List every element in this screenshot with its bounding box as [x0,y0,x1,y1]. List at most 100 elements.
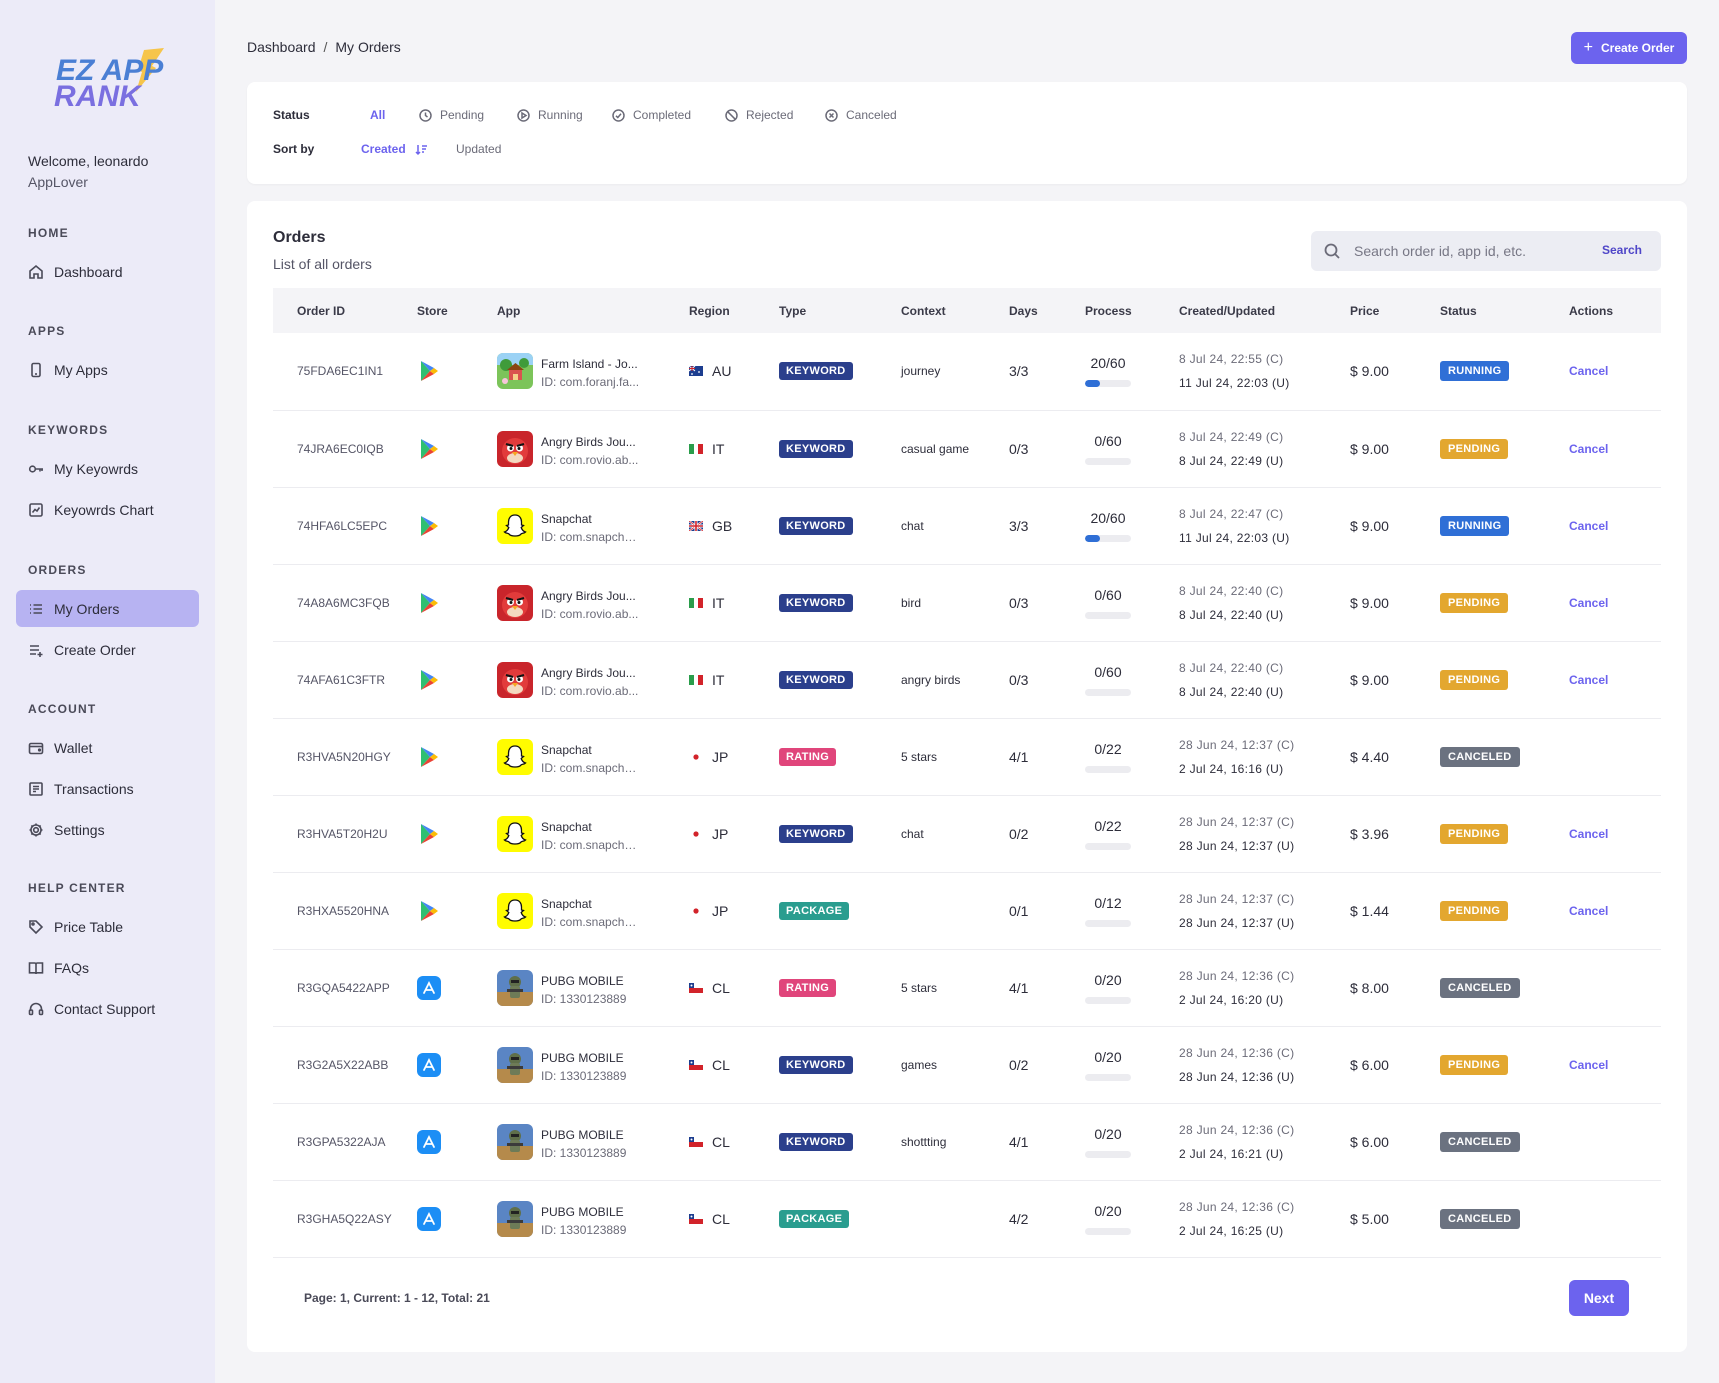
sidebar-item-dashboard[interactable]: Dashboard [16,253,199,290]
app-name[interactable]: Farm Island - Jo... [541,357,638,372]
table-row: 74AFA61C3FTR Angry Birds Jou... ID: com.… [273,641,1661,718]
actions-cell [1569,949,1661,1026]
actions-cell: Cancel [1569,872,1661,949]
cancel-order-button[interactable]: Cancel [1569,826,1609,841]
order-id[interactable]: 74HFA6LC5EPC [297,518,388,533]
status-filter-running[interactable]: Running [517,108,583,122]
order-id[interactable]: 75FDA6EC1IN1 [297,364,384,379]
sidebar-item-create-order[interactable]: Create Order [16,631,199,668]
type-cell: KEYWORD [779,487,901,564]
context-cell: bird [901,564,1009,641]
app-name[interactable]: Snapchat [541,742,592,757]
search-bar: Search [1311,231,1661,271]
app-cell: PUBG MOBILE ID: 1330123889 [497,1103,689,1180]
store-cell [417,487,497,564]
status-badge: PENDING [1440,900,1509,921]
process-bar [1085,534,1131,542]
app-name[interactable]: PUBG MOBILE [541,1127,624,1142]
type-badge: RATING [779,747,837,766]
store-cell [417,1026,497,1103]
status-cell: PENDING [1440,872,1569,949]
region-code: CL [712,1210,730,1227]
sidebar-item-my-orders[interactable]: My Orders [16,590,199,627]
app-name[interactable]: Snapchat [541,819,592,834]
next-page-button[interactable]: Next [1569,1280,1629,1316]
list-add-icon [30,644,43,657]
nav-section-account: ACCOUNT [28,702,97,716]
svg-text:RANK: RANK [54,80,143,112]
wallet-icon [28,742,44,754]
snapchat-app-icon [497,892,533,929]
sidebar-item-label: My Keyowrds [54,460,139,477]
order-id[interactable]: R3HVA5N20HGY [297,749,391,764]
col-order-id: Order ID [297,303,346,318]
col-created-updated: Created/Updated [1179,303,1276,318]
sidebar-item-contact-support[interactable]: Contact Support [16,990,199,1027]
app-name[interactable]: PUBG MOBILE [541,1050,624,1065]
status-filter-rejected[interactable]: Rejected [725,108,793,122]
app-name[interactable]: Snapchat [541,896,592,911]
sidebar-item-wallet[interactable]: Wallet [16,729,199,766]
order-id[interactable]: 74JRA6EC0IQB [297,441,384,456]
app-id: ID: 1330123889 [541,991,627,1006]
sidebar-item-transactions[interactable]: Transactions [16,770,199,807]
cancel-order-button[interactable]: Cancel [1569,441,1609,456]
cancel-order-button[interactable]: Cancel [1569,518,1609,533]
status-filter-canceled[interactable]: Canceled [825,108,897,122]
cancel-order-button[interactable]: Cancel [1569,1057,1609,1072]
order-id[interactable]: R3GHA5Q22ASY [297,1211,392,1226]
breadcrumb-dashboard[interactable]: Dashboard [247,39,316,55]
sidebar-item-label: Dashboard [54,263,123,280]
order-id[interactable]: R3HVA5T20H2U [297,826,388,841]
type-cell: PACKAGE [779,1180,901,1257]
status-filter-all[interactable]: All [370,108,385,122]
home-icon [29,264,43,279]
create-order-button[interactable]: + Create Order [1571,32,1687,64]
search-button[interactable]: Search [1601,243,1642,257]
sidebar-item-keyowrds-chart[interactable]: Keyowrds Chart [16,491,199,528]
jp-flag-icon [689,751,703,762]
cancel-order-button[interactable]: Cancel [1569,364,1609,379]
status-cell: PENDING [1440,641,1569,718]
cancel-order-button[interactable]: Cancel [1569,672,1609,687]
col-actions: Actions [1569,303,1614,318]
process-bar [1085,842,1131,850]
ez-app-rank-logo[interactable]: EZ APP RANK [52,46,164,112]
status-filter-pending[interactable]: Pending [419,108,484,122]
status-filter-completed[interactable]: Completed [612,108,691,122]
order-id[interactable]: R3GPA5322AJA [297,1134,386,1149]
sidebar-item-faqs[interactable]: FAQs [16,949,199,986]
app-cell: Angry Birds Jou... ID: com.rovio.ab... [497,410,689,487]
app-name[interactable]: PUBG MOBILE [541,1204,624,1219]
sidebar-item-label: Keyowrds Chart [54,501,154,518]
app-name[interactable]: Angry Birds Jou... [541,434,636,449]
app-name[interactable]: Angry Birds Jou... [541,588,636,603]
order-id[interactable]: R3G2A5X22ABB [297,1057,389,1072]
actions-cell: Cancel [1569,487,1661,564]
order-id[interactable]: R3HXA5520HNA [297,903,390,918]
order-id[interactable]: 74AFA61C3FTR [297,672,386,687]
sidebar-item-my-apps[interactable]: My Apps [16,351,199,388]
days: 4/1 [1009,748,1029,765]
sidebar-item-my-keyowrds[interactable]: My Keyowrds [16,450,199,487]
table-row: R3GQA5422APP PUBG MOBILE ID: 1330123889 … [273,949,1661,1026]
app-name[interactable]: PUBG MOBILE [541,973,624,988]
google-play-icon [421,900,438,921]
app-id: ID: com.snapcha... [541,837,641,852]
region-cell: IT [689,641,779,718]
sort-created[interactable]: Created [361,142,428,156]
cancel-order-button[interactable]: Cancel [1569,595,1609,610]
app-id: ID: 1330123889 [541,1068,627,1083]
app-name[interactable]: Angry Birds Jou... [541,665,636,680]
status-badge: RUNNING [1440,361,1510,382]
sort-updated[interactable]: Updated [456,142,501,156]
search-input[interactable] [1354,243,1574,259]
updated-date: 11 Jul 24, 22:03 (U) [1179,376,1290,391]
app-name[interactable]: Snapchat [541,511,592,526]
sidebar-item-price-table[interactable]: Price Table [16,908,199,945]
price: $ 3.96 [1350,825,1389,842]
sidebar-item-settings[interactable]: Settings [16,811,199,848]
cancel-order-button[interactable]: Cancel [1569,903,1609,918]
order-id[interactable]: 74A8A6MC3FQB [297,595,390,610]
order-id[interactable]: R3GQA5422APP [297,980,390,995]
